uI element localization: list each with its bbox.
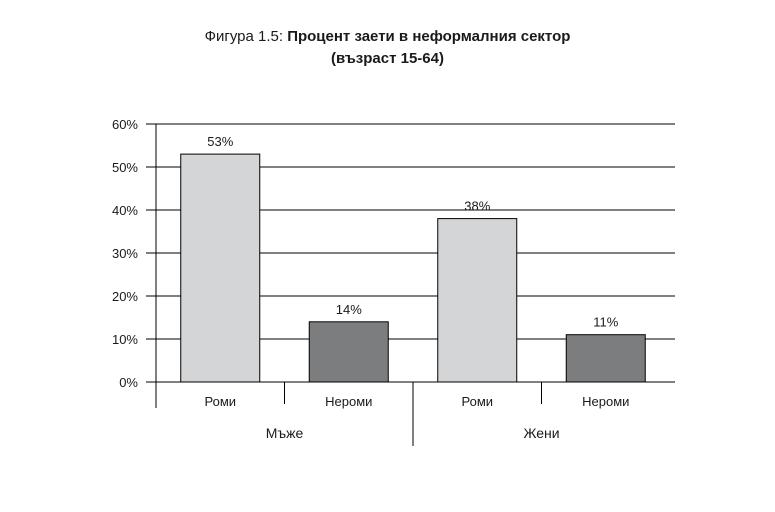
group-label: Мъже — [266, 425, 304, 441]
x-tick-label: Нероми — [582, 394, 629, 409]
data-label: 53% — [207, 134, 233, 149]
x-tick-label: Нероми — [325, 394, 372, 409]
x-tick-label: Роми — [461, 394, 493, 409]
y-tick-label: 30% — [112, 246, 138, 261]
data-label: 14% — [336, 302, 362, 317]
y-tick-label: 50% — [112, 160, 138, 175]
bar — [437, 218, 518, 383]
bar — [180, 153, 261, 383]
data-label: 38% — [464, 199, 490, 214]
group-label: Жени — [523, 425, 559, 441]
y-tick-label: 10% — [112, 332, 138, 347]
y-tick-label: 40% — [112, 203, 138, 218]
y-tick-label: 60% — [112, 117, 138, 132]
chart-title-block: Фигура 1.5: Процент заети в неформалния … — [0, 26, 775, 70]
y-tick-label: 20% — [112, 289, 138, 304]
chart-title: Фигура 1.5: Процент заети в неформалния … — [0, 26, 775, 48]
chart-subtitle: (възраст 15-64) — [331, 50, 444, 67]
bar — [308, 321, 389, 383]
title-text: Процент заети в неформалния сектор — [287, 28, 571, 45]
y-tick-label: 0% — [119, 375, 138, 390]
data-label: 11% — [593, 315, 618, 330]
x-tick-label: Роми — [204, 394, 236, 409]
bar — [565, 334, 646, 383]
figure-number: Фигура 1.5: — [204, 28, 288, 45]
